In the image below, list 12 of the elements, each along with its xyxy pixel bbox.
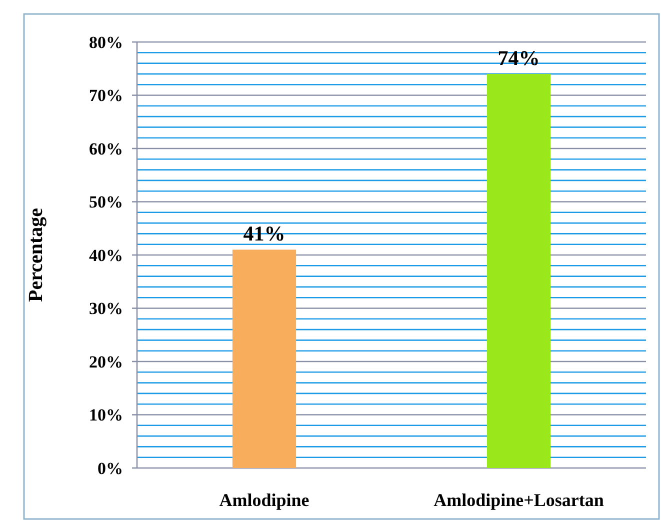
y-tick-label: 10% <box>89 406 123 425</box>
y-tick-label: 30% <box>89 299 123 318</box>
y-tick-label: 20% <box>89 352 123 372</box>
y-axis-title: Percentage <box>25 208 47 302</box>
y-tick-label: 0% <box>98 458 123 478</box>
y-tick-label: 50% <box>89 192 123 212</box>
y-tick-label: 70% <box>89 86 123 106</box>
y-tick-label: 60% <box>89 139 123 158</box>
y-tick-label: 80% <box>89 32 123 52</box>
y-tick-label: 40% <box>89 246 123 265</box>
x-tick-label: Amlodipine <box>219 490 310 510</box>
x-tick-label: Amlodipine+Losartan <box>434 490 604 510</box>
